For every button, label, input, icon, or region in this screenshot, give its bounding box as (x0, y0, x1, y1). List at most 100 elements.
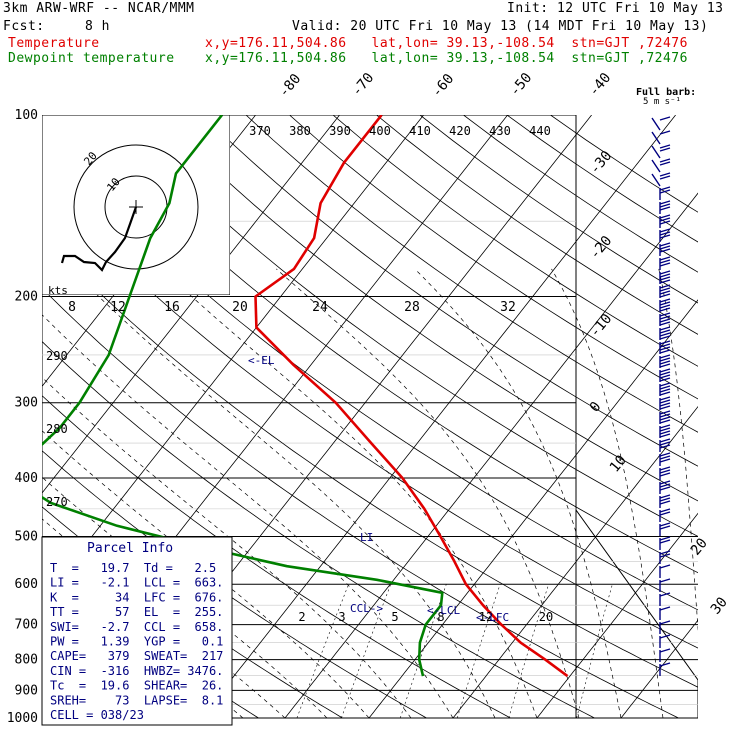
dry-adiabat (158, 115, 698, 502)
wind-barb-feather (659, 245, 671, 250)
hodograph-speed-label: 12 (110, 300, 126, 315)
mixing-ratio-label: 20 (539, 610, 553, 624)
wind-barb-feather (659, 377, 671, 382)
wind-barb-feather (659, 357, 671, 362)
moist-adiabat (658, 268, 698, 633)
wind-barb-feather (659, 343, 671, 348)
dry-adiabat (42, 234, 698, 688)
dry-adiabat (332, 115, 698, 367)
wind-barb-feather (659, 130, 671, 135)
parcel-info-row: CIN = -316 HWBZ= 3476. (50, 664, 223, 678)
theta-label: 430 (489, 124, 511, 138)
parcel-info-row: Tc = 19.6 SHEAR= 26. (50, 679, 223, 693)
wind-barb-feather (659, 483, 671, 488)
parcel-info-title: Parcel Info (87, 541, 173, 556)
sounding-annotation: CCL-> (350, 602, 383, 615)
sounding-annotation: LI (360, 531, 373, 544)
wind-barb-feather (659, 405, 671, 410)
wind-barb-feather (659, 307, 671, 312)
hodograph-ring (73, 144, 199, 270)
wind-barb-feather (659, 539, 671, 544)
forecast-label: Fcst: (3, 19, 45, 34)
isotherm (368, 299, 698, 719)
wind-barb-feather (659, 592, 671, 597)
isotherm (705, 115, 740, 718)
dry-adiabat (71, 115, 698, 574)
wind-barb-feather (659, 242, 671, 247)
dry-adiabat (506, 115, 698, 243)
wind-barb-feather (659, 293, 671, 298)
theta-label: 420 (449, 124, 471, 138)
wind-barb-feather (659, 332, 671, 337)
dewpoint-location: x,y=176.11,504.86 lat,lon= 39.13,-108.54… (205, 51, 688, 66)
parcel-info-row: SWI= -2.7 CCL = 658. (50, 620, 223, 634)
wind-barb-feather (659, 189, 671, 194)
wind-barb-feather (659, 346, 671, 351)
parcel-info-row: LI = -2.1 LCL = 663. (50, 576, 223, 590)
mixing-ratio-label: 2 (298, 610, 305, 624)
wind-barb-feather (659, 290, 671, 295)
wind-barb-feather (659, 172, 671, 177)
wind-barb-feather (659, 248, 671, 253)
wind-barb-feather (659, 634, 671, 639)
hodograph-speed-label: 32 (500, 300, 516, 315)
temperature-curve (254, 115, 569, 678)
wind-barb-feather (659, 458, 671, 463)
temperature-legend: Temperature (8, 36, 100, 51)
sounding-annotation: <-LFC (476, 611, 509, 624)
mixing-ratio-label: 3 (338, 610, 345, 624)
wind-barb-feather (659, 536, 671, 541)
wind-key-unit: 5 m s⁻¹ (643, 97, 681, 107)
sounding-annotation: <-LCL (427, 604, 460, 617)
mixing-ratio-line (508, 584, 549, 719)
wind-barb-feather (659, 419, 671, 424)
wind-barb-feather (659, 472, 671, 477)
wind-barb-feather (659, 427, 671, 432)
plot-frame-extension (575, 115, 698, 718)
moist-adiabat (161, 268, 538, 719)
hodograph-speed-label: 8 (68, 300, 76, 315)
wind-barb-feather (659, 301, 671, 306)
wind-barb-feather (659, 234, 671, 239)
wind-barb-feather (659, 329, 671, 334)
wind-barb-feather (659, 371, 671, 376)
theta-label: 370 (249, 124, 271, 138)
wind-barb-feather (659, 497, 671, 502)
wind-barb-feather (659, 620, 671, 625)
wind-barb-feather (659, 438, 671, 443)
wind-barb-feather (659, 186, 671, 191)
wind-barb-feather (659, 144, 671, 149)
wind-barb-feather (659, 175, 671, 180)
isotherm-label: 30 (708, 594, 731, 617)
isotherm-label: 0 (587, 399, 605, 416)
wind-barb-feather (659, 396, 671, 401)
wind-barb-feather (659, 304, 671, 309)
theta-label: 440 (529, 124, 551, 138)
theta-label: 390 (329, 124, 351, 138)
wind-barb-feather (659, 385, 671, 390)
dry-adiabat (42, 182, 698, 649)
wind-barb-feather (659, 578, 671, 583)
isotherm (0, 115, 4, 718)
isotherm-label: -60 (429, 71, 458, 101)
wind-barb-feather (659, 262, 671, 267)
wind-barb-feather (659, 315, 671, 320)
wind-barb-feather (659, 287, 671, 292)
theta-label: 410 (409, 124, 431, 138)
parcel-info-row: PW = 1.39 YGP = 0.1 (50, 635, 223, 649)
wind-barb-feather (659, 259, 671, 264)
wind-barb-feather (659, 648, 671, 653)
wind-barb-feather (659, 270, 671, 275)
wind-barb-feather (659, 349, 671, 354)
pressure-tick-label: 300 (15, 396, 38, 411)
moist-adiabat (42, 314, 454, 719)
wind-barb-feather (659, 466, 671, 471)
forecast-hour: 8 h (85, 19, 110, 34)
wind-barb-feather (659, 388, 671, 393)
dry-adiabat (289, 115, 698, 400)
wind-barb-feather (659, 335, 671, 340)
wind-barb-feather (659, 326, 671, 331)
wind-barb-feather (659, 480, 671, 485)
dry-adiabat (115, 115, 698, 537)
